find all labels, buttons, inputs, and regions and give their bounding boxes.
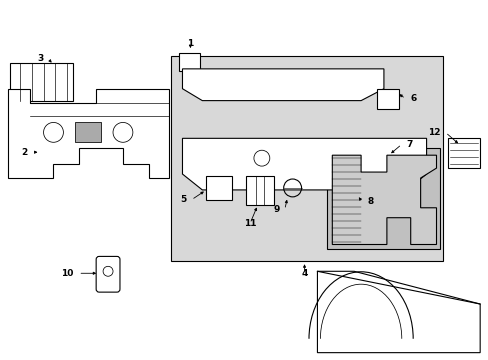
FancyBboxPatch shape bbox=[96, 256, 120, 292]
Polygon shape bbox=[8, 89, 168, 178]
Polygon shape bbox=[10, 63, 73, 100]
Text: 5: 5 bbox=[180, 195, 186, 204]
Text: 4: 4 bbox=[301, 269, 307, 278]
Text: 6: 6 bbox=[410, 94, 416, 103]
Polygon shape bbox=[326, 148, 440, 249]
Polygon shape bbox=[206, 176, 232, 200]
Polygon shape bbox=[75, 122, 101, 142]
Text: 1: 1 bbox=[187, 39, 193, 48]
Text: 7: 7 bbox=[406, 140, 412, 149]
Polygon shape bbox=[182, 138, 426, 190]
Text: 3: 3 bbox=[37, 54, 43, 63]
Polygon shape bbox=[317, 271, 479, 353]
Text: 11: 11 bbox=[243, 219, 256, 228]
Polygon shape bbox=[170, 56, 443, 261]
Polygon shape bbox=[332, 155, 436, 244]
Text: 9: 9 bbox=[273, 205, 279, 214]
Polygon shape bbox=[245, 176, 273, 205]
Text: 10: 10 bbox=[61, 269, 73, 278]
Polygon shape bbox=[447, 138, 479, 168]
Polygon shape bbox=[178, 53, 200, 71]
Text: 2: 2 bbox=[21, 148, 28, 157]
Polygon shape bbox=[182, 69, 383, 100]
Text: 12: 12 bbox=[427, 128, 440, 137]
Text: 8: 8 bbox=[366, 197, 372, 206]
Polygon shape bbox=[376, 89, 398, 109]
